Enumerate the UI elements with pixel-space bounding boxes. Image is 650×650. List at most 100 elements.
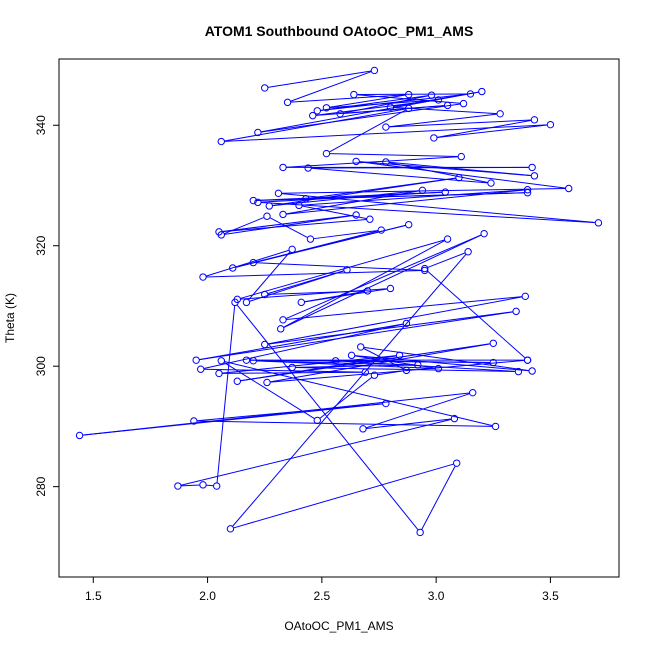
data-point (382, 158, 390, 166)
series-line-segment (388, 162, 488, 183)
data-point (466, 90, 475, 98)
data-point (405, 90, 413, 99)
series-line-segment (290, 94, 406, 103)
series-line-segment (256, 262, 422, 271)
data-point (226, 525, 235, 533)
series-line-segment (343, 95, 429, 114)
x-tick-label: 1.5 (85, 589, 102, 603)
series-line-segment (328, 109, 407, 153)
series-line-segment (393, 106, 497, 115)
series-line-segment (363, 346, 530, 372)
data-point (434, 364, 443, 373)
y-tick-label: 340 (34, 115, 48, 135)
y-tick-label: 300 (34, 356, 48, 376)
series-line-segment (256, 224, 406, 263)
data-point (430, 134, 438, 142)
data-point (402, 319, 411, 328)
data-point (217, 137, 225, 146)
data-point (254, 198, 262, 207)
series-line-segment (302, 205, 367, 220)
data-point (174, 482, 182, 490)
data-point (402, 366, 411, 375)
data-point (309, 111, 317, 120)
data-point (523, 356, 532, 364)
data-point (263, 212, 271, 220)
data-point (546, 120, 555, 129)
series-line-segment (180, 418, 452, 486)
data-point (453, 459, 461, 467)
data-point (199, 481, 207, 489)
data-point (357, 343, 365, 351)
data-point (405, 220, 413, 229)
series-line-segment (436, 124, 548, 139)
data-point (279, 163, 287, 172)
series-line-segment (82, 392, 470, 436)
series-line-segment (267, 311, 514, 345)
data-point (434, 96, 443, 104)
data-point (279, 210, 287, 219)
data-point (217, 357, 225, 365)
series-line-segment (329, 153, 459, 158)
series-line-segment (319, 376, 373, 419)
data-point (197, 365, 205, 373)
data-point (370, 66, 379, 75)
data-point (313, 107, 321, 115)
series-line-segment (366, 418, 452, 429)
series-line-segment (338, 360, 516, 372)
series-line-segment (222, 218, 367, 233)
series-line-segment (436, 119, 532, 138)
data-point (377, 226, 385, 234)
series-line-segment (286, 189, 525, 215)
series-line-segment (377, 370, 404, 376)
data-point (594, 219, 603, 227)
data-point (306, 235, 315, 243)
data-point (313, 416, 321, 425)
series-line-segment (206, 484, 214, 487)
data-point (352, 211, 360, 219)
data-point (418, 186, 427, 195)
y-axis-label: Theta (K) (3, 293, 17, 343)
data-point (304, 164, 312, 172)
data-point (322, 104, 331, 112)
series-line-segment (267, 296, 523, 345)
data-point (421, 264, 429, 273)
series-line-segment (320, 95, 429, 111)
data-point (366, 215, 374, 223)
series-line-segment (223, 362, 315, 420)
series-line-segment (222, 355, 397, 374)
data-point (261, 84, 269, 92)
y-axis: 280 300 320 340 (34, 115, 59, 497)
data-point (405, 104, 413, 113)
data-point (254, 128, 262, 137)
data-point (382, 123, 390, 131)
series-line-segment (248, 251, 291, 301)
series-line-segment (286, 296, 523, 320)
data-point (386, 103, 395, 111)
data-point (512, 307, 520, 316)
data-point (565, 184, 573, 193)
x-axis-label: OAtoOC_PM1_AMS (284, 619, 393, 633)
series-line-segment (295, 366, 516, 373)
series-line-segment (283, 240, 445, 328)
data-point (343, 266, 351, 274)
data-point (75, 431, 84, 440)
series-line-segment (222, 214, 354, 232)
data-point (288, 245, 296, 254)
y-tick-label: 280 (34, 476, 48, 496)
data-point (249, 357, 257, 365)
data-point (455, 173, 463, 182)
series-line-segment (232, 253, 467, 527)
series-line-segment (224, 216, 265, 235)
data-point (528, 367, 536, 375)
series-line-segment (261, 202, 596, 224)
data-point (297, 298, 305, 307)
data-point (352, 157, 360, 166)
data-point (288, 363, 296, 372)
chart-title: ATOM1 Southbound OAtoOC_PM1_AMS (205, 23, 474, 39)
series-line-segment (270, 343, 491, 383)
data-point (491, 422, 500, 431)
x-tick-label: 2.0 (199, 589, 216, 603)
plot-frame (58, 58, 620, 578)
series-line-segment (216, 305, 236, 483)
data-point (336, 110, 344, 118)
